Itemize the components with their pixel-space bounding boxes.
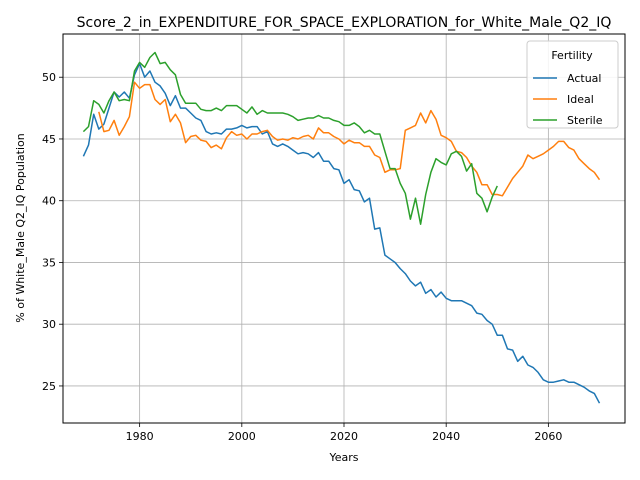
x-tick-label: 2000 (228, 430, 256, 443)
legend-label-actual: Actual (567, 72, 601, 85)
y-tick-label: 30 (42, 318, 56, 331)
x-axis: 1980 2000 2020 2040 2060 (126, 423, 562, 443)
y-tick-label: 50 (42, 71, 56, 84)
legend-label-sterile: Sterile (567, 114, 603, 127)
y-tick-label: 25 (42, 380, 56, 393)
y-axis-label: % of White_Male Q2_IQ Population (14, 133, 27, 322)
y-tick-label: 40 (42, 195, 56, 208)
series-line-sterile (82, 51, 498, 225)
x-tick-label: 2040 (432, 430, 460, 443)
series-layer (82, 51, 601, 404)
legend-label-ideal: Ideal (567, 93, 594, 106)
y-tick-label: 45 (42, 133, 56, 146)
legend-box (526, 40, 619, 129)
x-axis-label: Years (328, 451, 358, 464)
x-tick-label: 2020 (330, 430, 358, 443)
legend: Fertility Actual Ideal Sterile (526, 40, 619, 129)
x-tick-label: 1980 (126, 430, 154, 443)
chart-title: Score_2_in_EXPENDITURE_FOR_SPACE_EXPLORA… (77, 15, 612, 31)
x-tick-label: 2060 (534, 430, 562, 443)
y-axis: 25 30 35 40 45 50 (42, 71, 63, 393)
series-line-actual (82, 62, 601, 404)
series-line-ideal (98, 81, 601, 197)
legend-title: Fertility (551, 49, 593, 62)
y-tick-label: 35 (42, 256, 56, 269)
